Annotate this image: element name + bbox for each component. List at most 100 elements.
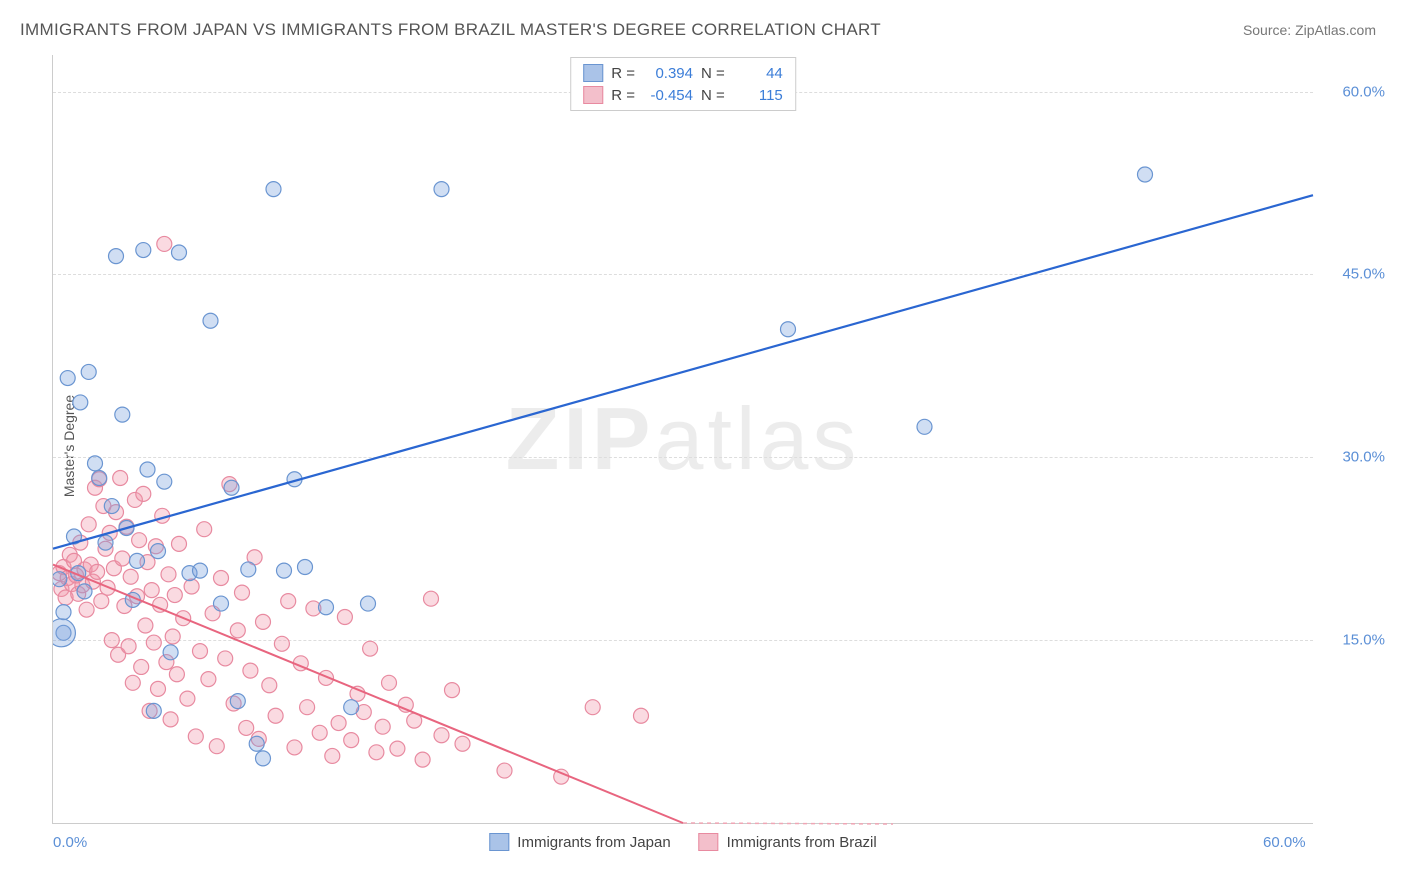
swatch-brazil-bottom [699, 833, 719, 851]
marker-brazil [287, 740, 302, 755]
chart-title: IMMIGRANTS FROM JAPAN VS IMMIGRANTS FROM… [20, 20, 881, 40]
marker-japan [136, 243, 151, 258]
marker-brazil [121, 639, 136, 654]
marker-japan [344, 700, 359, 715]
marker-brazil [235, 585, 250, 600]
marker-brazil [243, 663, 258, 678]
marker-japan [130, 553, 145, 568]
marker-brazil [188, 729, 203, 744]
marker-brazil [281, 594, 296, 609]
marker-japan-large [47, 619, 75, 647]
marker-japan [256, 751, 271, 766]
marker-japan [277, 563, 292, 578]
marker-japan [157, 474, 172, 489]
y-tick-label: 30.0% [1325, 449, 1385, 466]
n-value-brazil: 115 [733, 87, 783, 104]
marker-japan [92, 471, 107, 486]
marker-japan [319, 600, 334, 615]
marker-japan [230, 694, 245, 709]
n-value-japan: 44 [733, 65, 783, 82]
marker-brazil [167, 588, 182, 603]
swatch-japan-bottom [489, 833, 509, 851]
marker-brazil [79, 602, 94, 617]
plot-area: ZIPatlas R = 0.394 N = 44 R = -0.454 N =… [52, 55, 1313, 824]
correlation-legend: R = 0.394 N = 44 R = -0.454 N = 115 [570, 57, 796, 111]
marker-japan [109, 249, 124, 264]
swatch-japan [583, 64, 603, 82]
marker-brazil [209, 739, 224, 754]
marker-brazil [144, 583, 159, 598]
marker-brazil [337, 609, 352, 624]
marker-brazil [274, 636, 289, 651]
marker-japan [266, 182, 281, 197]
marker-brazil [434, 728, 449, 743]
marker-brazil [634, 708, 649, 723]
marker-brazil [90, 564, 105, 579]
marker-brazil [180, 691, 195, 706]
marker-brazil [161, 567, 176, 582]
marker-brazil [262, 678, 277, 693]
marker-brazil [218, 651, 233, 666]
marker-brazil [214, 570, 229, 585]
series-legend: Immigrants from Japan Immigrants from Br… [489, 833, 876, 851]
legend-row-brazil: R = -0.454 N = 115 [583, 84, 783, 106]
marker-brazil [104, 633, 119, 648]
marker-brazil [382, 675, 397, 690]
marker-brazil [585, 700, 600, 715]
r-label: R = [611, 65, 635, 82]
marker-japan [241, 562, 256, 577]
marker-japan [434, 182, 449, 197]
marker-brazil [115, 551, 130, 566]
r-label: R = [611, 87, 635, 104]
marker-brazil [300, 700, 315, 715]
marker-brazil [165, 629, 180, 644]
marker-japan [163, 645, 178, 660]
marker-brazil [230, 623, 245, 638]
marker-brazil [331, 716, 346, 731]
marker-brazil [193, 644, 208, 659]
marker-brazil [375, 719, 390, 734]
marker-brazil [184, 579, 199, 594]
marker-japan [140, 462, 155, 477]
marker-brazil [390, 741, 405, 756]
trend-line-ext [683, 823, 893, 824]
marker-japan [98, 535, 113, 550]
legend-row-japan: R = 0.394 N = 44 [583, 62, 783, 84]
marker-japan [1138, 167, 1153, 182]
marker-japan [193, 563, 208, 578]
r-value-japan: 0.394 [643, 65, 693, 82]
marker-brazil [132, 533, 147, 548]
marker-japan [917, 419, 932, 434]
chart-svg [53, 55, 1313, 823]
marker-brazil [134, 659, 149, 674]
marker-japan [249, 736, 264, 751]
trend-line [53, 195, 1313, 549]
marker-brazil [113, 471, 128, 486]
marker-brazil [169, 667, 184, 682]
marker-brazil [125, 675, 140, 690]
marker-brazil [344, 733, 359, 748]
marker-brazil [123, 569, 138, 584]
marker-brazil [163, 712, 178, 727]
marker-brazil [363, 641, 378, 656]
marker-brazil [81, 517, 96, 532]
legend-item-japan: Immigrants from Japan [489, 833, 670, 851]
marker-japan [56, 605, 71, 620]
marker-japan [104, 499, 119, 514]
marker-brazil [497, 763, 512, 778]
r-value-brazil: -0.454 [643, 87, 693, 104]
marker-japan [115, 407, 130, 422]
x-tick-label: 0.0% [53, 834, 87, 851]
marker-brazil [455, 736, 470, 751]
y-tick-label: 60.0% [1325, 83, 1385, 100]
marker-japan [81, 364, 96, 379]
x-tick-label: 60.0% [1263, 834, 1306, 851]
marker-japan [88, 456, 103, 471]
marker-brazil [94, 594, 109, 609]
marker-japan [77, 584, 92, 599]
marker-brazil [151, 681, 166, 696]
n-label: N = [701, 65, 725, 82]
legend-label-japan: Immigrants from Japan [517, 834, 670, 851]
marker-brazil [146, 635, 161, 650]
marker-brazil [312, 725, 327, 740]
